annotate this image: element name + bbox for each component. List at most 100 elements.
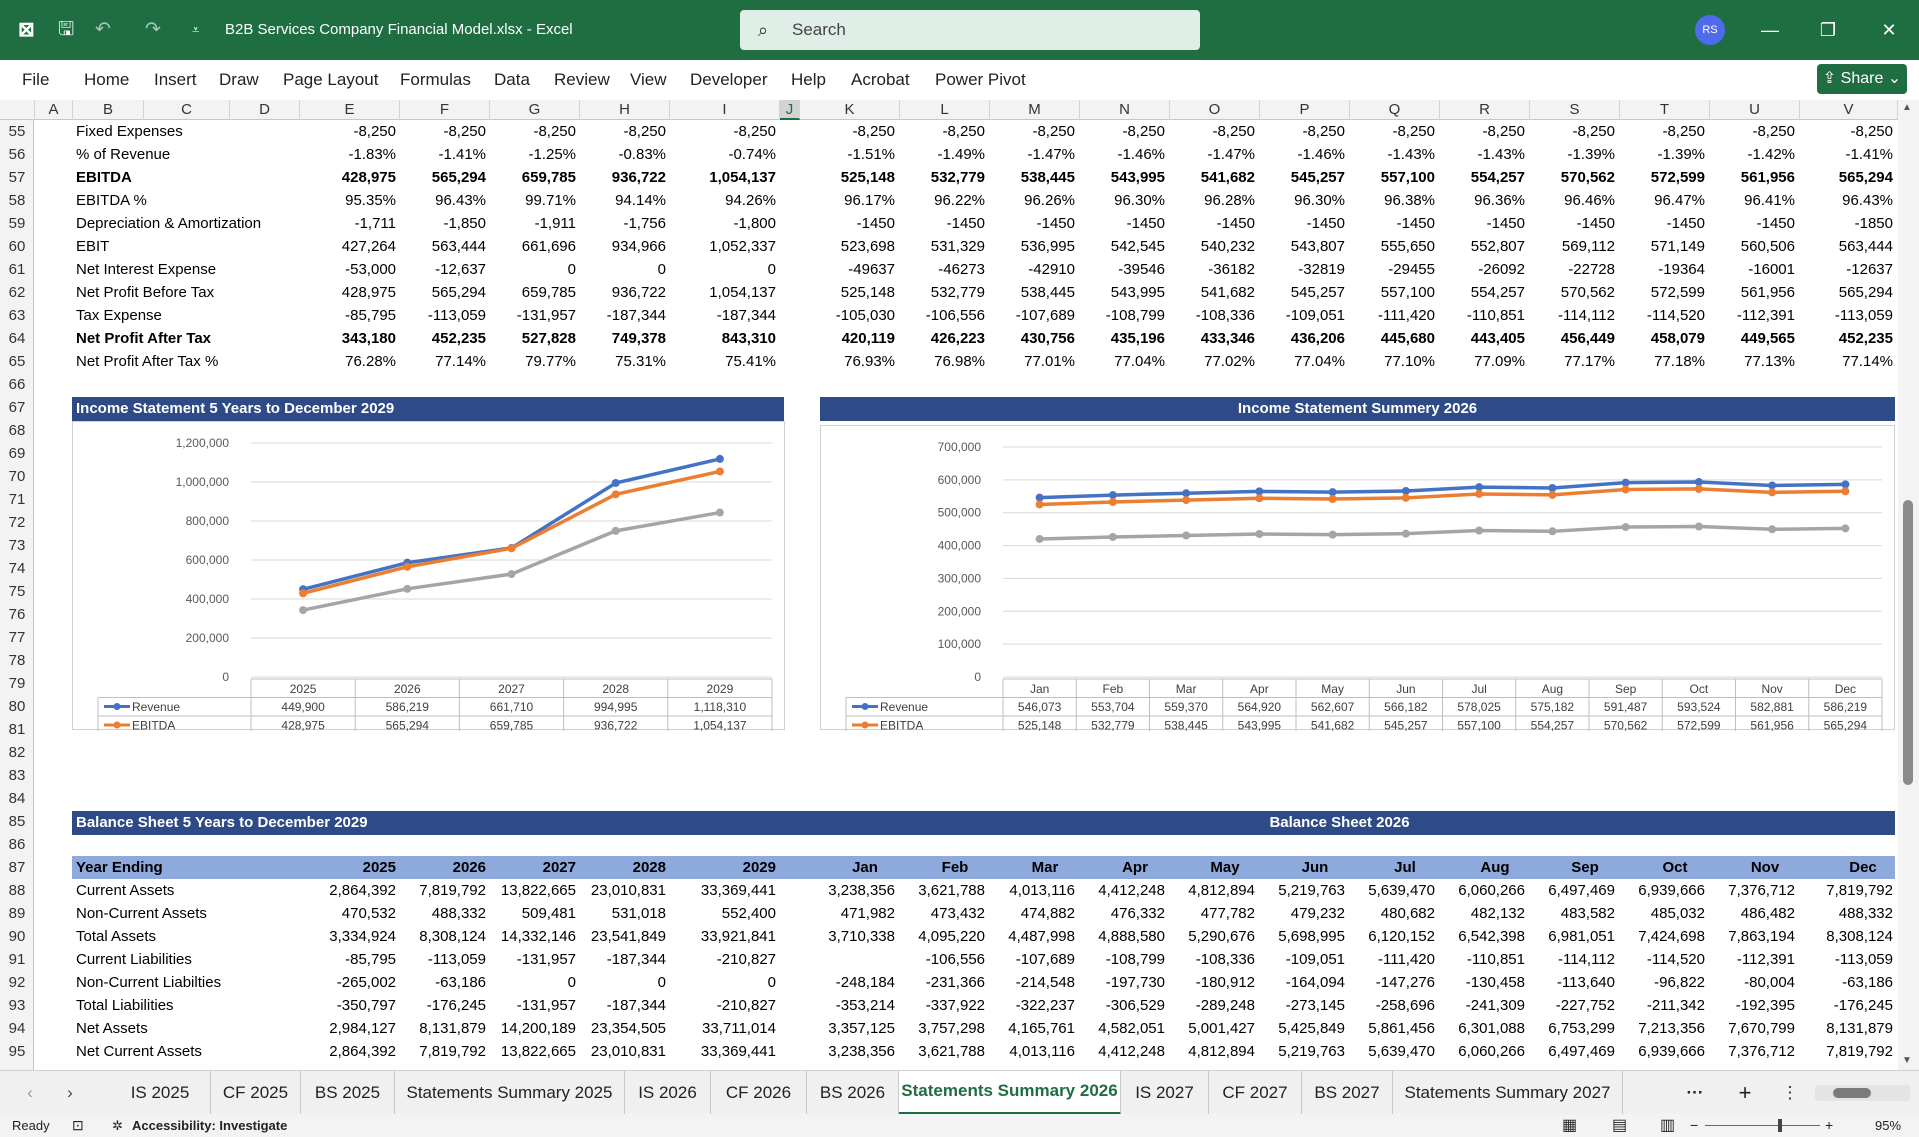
balance-year-value[interactable]: 23,010,831 bbox=[590, 1043, 666, 1060]
balance-month-value[interactable]: -147,276 bbox=[1375, 974, 1435, 991]
cell-month-value[interactable]: 525,148 bbox=[840, 284, 895, 301]
balance-month-value[interactable]: 8,308,124 bbox=[1826, 928, 1893, 945]
balance-year-value[interactable]: 8,131,879 bbox=[419, 1020, 486, 1037]
cell-month-value[interactable]: -46273 bbox=[938, 261, 985, 278]
cell-month-value[interactable]: 433,346 bbox=[1200, 330, 1255, 347]
cell-year-value[interactable]: -1,800 bbox=[733, 215, 776, 232]
sheet-tab-cf-2025[interactable]: CF 2025 bbox=[211, 1071, 301, 1115]
balance-month-value[interactable]: 4,013,116 bbox=[1009, 882, 1075, 899]
balance-month-value[interactable]: 6,753,299 bbox=[1548, 1020, 1615, 1037]
balance-year-value[interactable]: 552,400 bbox=[721, 905, 776, 922]
column-header-a[interactable]: A bbox=[35, 100, 73, 120]
data-point[interactable] bbox=[1182, 496, 1191, 505]
cell-month-value[interactable]: -49637 bbox=[848, 261, 895, 278]
cell-year-value[interactable]: -0.83% bbox=[618, 146, 666, 163]
data-point[interactable] bbox=[1401, 486, 1410, 495]
balance-year-value[interactable]: -131,957 bbox=[516, 997, 576, 1014]
balance-year-value[interactable]: 23,354,505 bbox=[590, 1020, 666, 1037]
menu-insert[interactable]: Insert bbox=[154, 70, 197, 89]
balance-month-value[interactable]: 7,863,194 bbox=[1728, 928, 1795, 945]
share-button[interactable]: ⇪ Share ⌄ bbox=[1817, 64, 1907, 94]
balance-month-value[interactable]: -63,186 bbox=[1842, 974, 1893, 991]
row-header-84[interactable]: 84 bbox=[8, 790, 26, 807]
data-point[interactable] bbox=[1328, 530, 1337, 539]
cell-month-value[interactable]: 552,807 bbox=[1470, 238, 1525, 255]
balance-month-value[interactable]: 4,812,894 bbox=[1188, 1043, 1255, 1060]
menu-formulas[interactable]: Formulas bbox=[400, 70, 471, 89]
balance-month-value[interactable]: 6,542,398 bbox=[1458, 928, 1525, 945]
cell-year-value[interactable]: 1,054,137 bbox=[709, 169, 776, 186]
cell-month-value[interactable]: -1450 bbox=[946, 215, 985, 232]
cell-year-value[interactable]: -113,059 bbox=[427, 307, 486, 324]
cell-year-value[interactable]: 934,966 bbox=[611, 238, 666, 255]
cell-month-value[interactable]: 541,682 bbox=[1200, 169, 1255, 186]
data-point[interactable] bbox=[1475, 483, 1484, 492]
minimize-icon[interactable]: — bbox=[1761, 20, 1779, 40]
balance-month-value[interactable]: -248,184 bbox=[835, 974, 895, 991]
data-point[interactable] bbox=[507, 544, 516, 553]
cell-month-value[interactable]: 543,807 bbox=[1290, 238, 1345, 255]
data-point[interactable] bbox=[715, 508, 724, 517]
cell-month-value[interactable]: 456,449 bbox=[1560, 330, 1615, 347]
balance-year-value[interactable]: 531,018 bbox=[611, 905, 666, 922]
cell-month-value[interactable]: -1450 bbox=[856, 215, 895, 232]
column-header-c[interactable]: C bbox=[144, 100, 230, 120]
cell-year-value[interactable]: -187,344 bbox=[606, 307, 666, 324]
data-point[interactable] bbox=[1475, 489, 1484, 498]
data-point[interactable] bbox=[715, 454, 724, 463]
balance-month-value[interactable]: 3,238,356 bbox=[828, 1043, 895, 1060]
worksheet-grid[interactable]: Fixed Expenses -8,250 -8,250 -8,250 -8,250 -8… bbox=[35, 120, 1898, 1070]
cell-year-value[interactable]: 94.14% bbox=[615, 192, 666, 209]
balance-year-value[interactable]: -187,344 bbox=[606, 951, 666, 968]
cell-month-value[interactable]: 77.18% bbox=[1654, 353, 1705, 370]
cell-month-value[interactable]: -108,799 bbox=[1105, 307, 1165, 324]
balance-month-value[interactable]: 5,219,763 bbox=[1278, 1043, 1345, 1060]
column-header-j[interactable]: J bbox=[780, 100, 800, 120]
sheet-tab-cf-2026[interactable]: CF 2026 bbox=[711, 1071, 807, 1115]
column-header-t[interactable]: T bbox=[1620, 100, 1710, 120]
cell-month-value[interactable]: 77.10% bbox=[1384, 353, 1435, 370]
balance-year-value[interactable]: -131,957 bbox=[516, 951, 576, 968]
data-point[interactable] bbox=[1621, 478, 1630, 487]
cell-month-value[interactable]: -8,250 bbox=[852, 123, 895, 140]
balance-year-value[interactable]: 2,984,127 bbox=[329, 1020, 396, 1037]
row-header-80[interactable]: 80 bbox=[8, 698, 26, 715]
cell-year-value[interactable]: -8,250 bbox=[533, 123, 576, 140]
balance-month-value[interactable]: -227,752 bbox=[1555, 997, 1615, 1014]
data-point[interactable] bbox=[1108, 491, 1117, 500]
cell-month-value[interactable]: 435,196 bbox=[1110, 330, 1165, 347]
balance-year-value[interactable]: 33,369,441 bbox=[700, 882, 776, 899]
data-point[interactable] bbox=[1255, 530, 1264, 539]
balance-month-value[interactable]: 6,939,666 bbox=[1638, 1043, 1705, 1060]
cell-month-value[interactable]: -1450 bbox=[1126, 215, 1165, 232]
macro-record-icon[interactable]: ⊡ bbox=[72, 1117, 84, 1133]
row-header-72[interactable]: 72 bbox=[8, 514, 26, 531]
cell-month-value[interactable]: 96.30% bbox=[1294, 192, 1345, 209]
cell-month-value[interactable]: 538,445 bbox=[1020, 284, 1075, 301]
cell-month-value[interactable]: 538,445 bbox=[1020, 169, 1075, 186]
cell-month-value[interactable]: 96.17% bbox=[844, 192, 895, 209]
sheet-tab-statements-summary-2027[interactable]: Statements Summary 2027 bbox=[1393, 1071, 1623, 1115]
balance-month-value[interactable] bbox=[807, 948, 895, 971]
cell-year-value[interactable]: 661,696 bbox=[521, 238, 576, 255]
row-header-62[interactable]: 62 bbox=[8, 284, 26, 301]
cell-year-value[interactable]: -85,795 bbox=[345, 307, 396, 324]
cell-month-value[interactable]: -39546 bbox=[1118, 261, 1165, 278]
cell-month-value[interactable]: 570,562 bbox=[1560, 284, 1615, 301]
tab-scroll-right-icon[interactable]: › bbox=[67, 1083, 73, 1102]
cell-month-value[interactable]: 542,545 bbox=[1110, 238, 1165, 255]
balance-month-value[interactable]: 4,412,248 bbox=[1098, 1043, 1165, 1060]
cell-year-value[interactable]: 843,310 bbox=[721, 330, 776, 347]
cell-year-value[interactable]: 96.43% bbox=[435, 192, 486, 209]
cell-year-value[interactable]: 75.31% bbox=[615, 353, 666, 370]
row-header-77[interactable]: 77 bbox=[8, 629, 26, 646]
cell-month-value[interactable]: -1450 bbox=[1216, 215, 1255, 232]
cell-month-value[interactable]: -8,250 bbox=[1032, 123, 1075, 140]
balance-month-value[interactable]: 4,095,220 bbox=[918, 928, 985, 945]
balance-month-value[interactable]: -211,342 bbox=[1646, 997, 1705, 1014]
balance-month-value[interactable]: -231,366 bbox=[925, 974, 985, 991]
balance-month-value[interactable]: -108,336 bbox=[1195, 951, 1255, 968]
cell-month-value[interactable]: 571,149 bbox=[1650, 238, 1705, 255]
cell-year-value[interactable]: 95.35% bbox=[345, 192, 396, 209]
cell-month-value[interactable]: -8,250 bbox=[942, 123, 985, 140]
